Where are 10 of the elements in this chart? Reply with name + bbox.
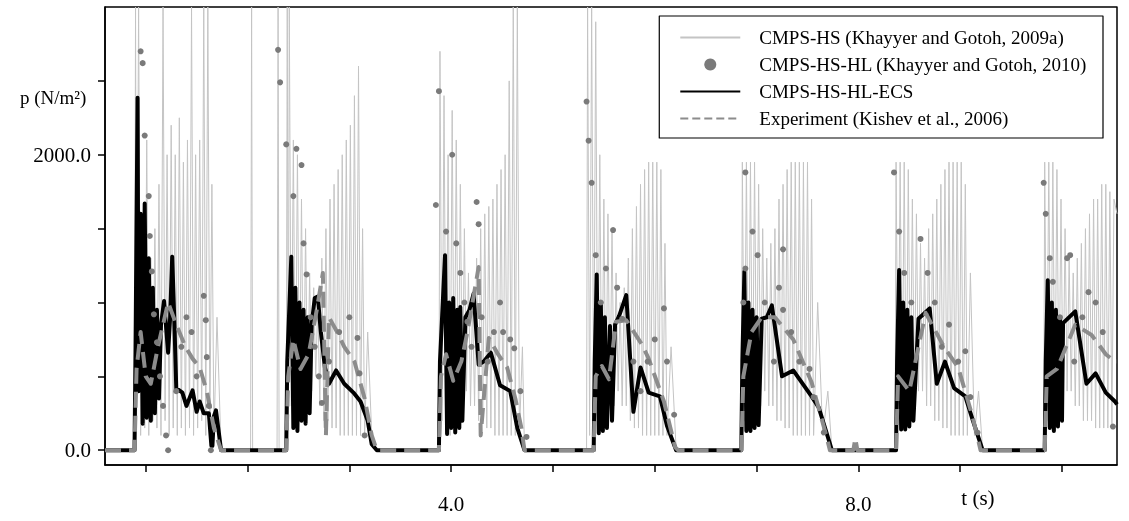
y-tick-label: 2000.0: [33, 142, 91, 167]
legend-label: Experiment (Kishev et al., 2006): [759, 108, 1009, 130]
x-axis-title: t (s): [961, 485, 995, 510]
legend-label: CMPS-HS-HL (Khayyer and Gotoh, 2010): [759, 54, 1087, 76]
legend-label: CMPS-HS-HL-ECS: [759, 81, 914, 102]
x-tick-label: 4.0: [438, 491, 465, 516]
x-tick-label: 8.0: [845, 491, 872, 516]
y-axis-title: p (N/m²): [20, 87, 87, 109]
legend-label: CMPS-HS (Khayyer and Gotoh, 2009a): [759, 27, 1064, 49]
y-tick-label: 0.0: [64, 438, 91, 463]
